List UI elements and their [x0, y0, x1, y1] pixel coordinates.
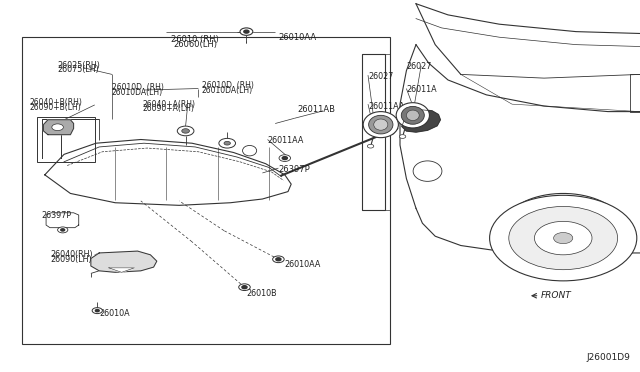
Polygon shape [91, 251, 157, 272]
Bar [22, 37, 390, 344]
Circle shape [239, 284, 250, 291]
Polygon shape [109, 268, 134, 272]
Ellipse shape [374, 119, 388, 130]
Text: 26090+B(LH): 26090+B(LH) [29, 103, 81, 112]
Text: 26011AA: 26011AA [368, 102, 404, 110]
Circle shape [282, 157, 287, 160]
Text: 26040+A(RH): 26040+A(RH) [142, 100, 195, 109]
Ellipse shape [363, 112, 398, 138]
Circle shape [534, 221, 592, 255]
Ellipse shape [396, 103, 429, 128]
Text: 26010DA(LH): 26010DA(LH) [202, 86, 253, 95]
Circle shape [279, 155, 291, 161]
Text: 26011A: 26011A [406, 85, 437, 94]
Text: 26040(RH): 26040(RH) [50, 250, 93, 259]
Circle shape [219, 138, 236, 148]
Text: FRONT: FRONT [541, 291, 572, 300]
Bar [37, 117, 95, 162]
Text: 26075(LH): 26075(LH) [58, 65, 99, 74]
Circle shape [58, 227, 68, 233]
Text: J26001D9: J26001D9 [586, 353, 630, 362]
Circle shape [276, 258, 281, 261]
Text: 26010A: 26010A [99, 309, 130, 318]
Circle shape [177, 126, 194, 136]
Text: 26010AA: 26010AA [285, 260, 321, 269]
Text: 26010B: 26010B [246, 289, 277, 298]
Text: 26025(RH): 26025(RH) [58, 61, 100, 70]
Circle shape [509, 206, 618, 270]
Polygon shape [44, 120, 74, 135]
Text: 26010DA(LH): 26010DA(LH) [112, 88, 163, 97]
Bar [362, 54, 385, 210]
Circle shape [399, 135, 406, 138]
Text: 26397P: 26397P [42, 211, 72, 220]
Polygon shape [46, 213, 79, 228]
Text: 26010 (RH): 26010 (RH) [172, 35, 219, 44]
Ellipse shape [369, 115, 393, 134]
Circle shape [61, 229, 65, 231]
Circle shape [242, 286, 247, 289]
Ellipse shape [243, 145, 257, 156]
Text: 26060(LH): 26060(LH) [173, 40, 217, 49]
Circle shape [224, 141, 230, 145]
Text: 26011AB: 26011AB [298, 105, 335, 114]
Text: 26090(LH): 26090(LH) [50, 255, 92, 264]
Circle shape [554, 232, 573, 244]
Ellipse shape [413, 161, 442, 182]
Circle shape [240, 28, 253, 35]
Circle shape [182, 129, 189, 133]
Polygon shape [402, 110, 440, 132]
Circle shape [244, 30, 249, 33]
Circle shape [273, 256, 284, 263]
Text: 26090+A(LH): 26090+A(LH) [142, 105, 194, 113]
Polygon shape [45, 140, 291, 205]
Text: 26027: 26027 [406, 62, 432, 71]
Ellipse shape [401, 106, 424, 124]
Text: 26027: 26027 [368, 72, 394, 81]
Circle shape [92, 308, 102, 314]
Text: 26397P: 26397P [278, 165, 310, 174]
Text: 26040+B(RH): 26040+B(RH) [29, 98, 83, 107]
Ellipse shape [406, 110, 419, 121]
Circle shape [52, 124, 63, 131]
Text: 26010D  (RH): 26010D (RH) [202, 81, 253, 90]
Circle shape [367, 144, 374, 148]
Text: 26011AA: 26011AA [268, 136, 304, 145]
Text: 26010AA: 26010AA [278, 33, 317, 42]
Text: 26010D  (RH): 26010D (RH) [112, 83, 164, 92]
Circle shape [95, 310, 99, 312]
Circle shape [490, 195, 637, 281]
